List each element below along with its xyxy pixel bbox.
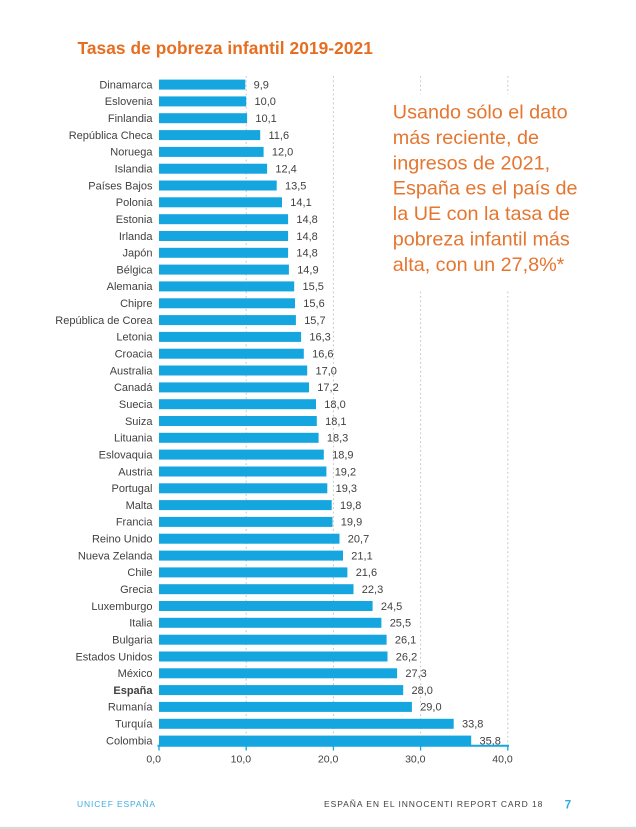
svg-text:Bulgaria: Bulgaria <box>112 635 153 647</box>
svg-text:7: 7 <box>565 800 571 812</box>
svg-text:14,9: 14,9 <box>297 264 318 276</box>
svg-text:10,0: 10,0 <box>231 754 252 766</box>
svg-text:Turquía: Turquía <box>115 719 153 731</box>
svg-text:Portugal: Portugal <box>112 483 153 495</box>
svg-text:Croacia: Croacia <box>115 349 154 361</box>
svg-text:República Checa: República Checa <box>69 130 154 142</box>
svg-text:la UE con la tasa de: la UE con la tasa de <box>393 203 570 225</box>
svg-text:México: México <box>118 668 153 680</box>
svg-text:Estados Unidos: Estados Unidos <box>75 651 153 663</box>
svg-text:13,5: 13,5 <box>285 180 306 192</box>
svg-text:35,8: 35,8 <box>480 735 501 747</box>
svg-text:Noruega: Noruega <box>110 147 153 159</box>
svg-text:Eslovaquia: Eslovaquia <box>99 449 154 461</box>
svg-text:25,5: 25,5 <box>390 618 411 630</box>
svg-text:15,7: 15,7 <box>304 315 325 327</box>
svg-text:Luxemburgo: Luxemburgo <box>91 601 152 613</box>
svg-text:20,0: 20,0 <box>318 754 339 766</box>
svg-text:Eslovenia: Eslovenia <box>105 96 154 108</box>
svg-text:14,8: 14,8 <box>296 214 317 226</box>
svg-text:14,8: 14,8 <box>296 248 317 260</box>
svg-text:ingresos de 2021,: ingresos de 2021, <box>393 152 550 174</box>
svg-text:España es el país de: España es el país de <box>393 178 578 200</box>
svg-text:Usando sólo el dato: Usando sólo el dato <box>393 102 568 124</box>
svg-text:40,0: 40,0 <box>492 754 513 766</box>
svg-text:15,5: 15,5 <box>303 281 324 293</box>
svg-text:18,0: 18,0 <box>324 399 345 411</box>
svg-text:Chipre: Chipre <box>120 298 152 310</box>
svg-text:21,6: 21,6 <box>356 567 377 579</box>
svg-text:24,5: 24,5 <box>381 601 402 613</box>
svg-text:Rumanía: Rumanía <box>108 702 154 714</box>
svg-text:14,1: 14,1 <box>290 197 311 209</box>
svg-text:España: España <box>113 685 153 697</box>
svg-text:19,3: 19,3 <box>336 483 357 495</box>
svg-text:Finlandia: Finlandia <box>108 113 154 125</box>
svg-text:27,3: 27,3 <box>405 668 426 680</box>
svg-text:16,6: 16,6 <box>312 349 333 361</box>
svg-text:Alemania: Alemania <box>107 281 154 293</box>
svg-text:26,1: 26,1 <box>395 635 416 647</box>
svg-text:Lituania: Lituania <box>114 433 153 445</box>
svg-text:33,8: 33,8 <box>462 719 483 731</box>
svg-text:18,9: 18,9 <box>332 449 353 461</box>
svg-text:alta, con un 27,8%*: alta, con un 27,8%* <box>393 254 565 276</box>
svg-text:19,2: 19,2 <box>335 466 356 478</box>
svg-text:10,1: 10,1 <box>255 113 276 125</box>
svg-text:UNICEF ESPAÑA: UNICEF ESPAÑA <box>77 799 156 809</box>
svg-text:28,0: 28,0 <box>412 685 433 697</box>
svg-text:17,0: 17,0 <box>316 365 337 377</box>
svg-text:Estonia: Estonia <box>116 214 154 226</box>
svg-text:26,2: 26,2 <box>396 651 417 663</box>
svg-text:Nueva Zelanda: Nueva Zelanda <box>78 550 153 562</box>
svg-text:Países Bajos: Países Bajos <box>88 180 153 192</box>
svg-text:Japón: Japón <box>123 248 153 260</box>
svg-text:30,0: 30,0 <box>405 754 426 766</box>
svg-text:17,2: 17,2 <box>317 382 338 394</box>
svg-text:14,8: 14,8 <box>296 231 317 243</box>
svg-text:18,3: 18,3 <box>327 433 348 445</box>
svg-text:19,8: 19,8 <box>340 500 361 512</box>
svg-text:Austria: Austria <box>118 466 153 478</box>
svg-text:Suiza: Suiza <box>125 416 153 428</box>
svg-text:15,6: 15,6 <box>303 298 324 310</box>
svg-text:11,6: 11,6 <box>269 130 290 142</box>
svg-text:22,3: 22,3 <box>362 584 383 596</box>
svg-text:Suecia: Suecia <box>119 399 154 411</box>
svg-text:Italia: Italia <box>129 618 153 630</box>
svg-text:Australia: Australia <box>110 365 154 377</box>
svg-text:República de Corea: República de Corea <box>55 315 153 327</box>
svg-text:19,9: 19,9 <box>341 517 362 529</box>
svg-text:20,7: 20,7 <box>348 534 369 546</box>
svg-text:18,1: 18,1 <box>325 416 346 428</box>
svg-text:0,0: 0,0 <box>146 754 161 766</box>
svg-text:29,0: 29,0 <box>420 702 441 714</box>
svg-text:Francia: Francia <box>116 517 154 529</box>
svg-text:Chile: Chile <box>127 567 152 579</box>
svg-text:ESPAÑA EN EL INNOCENTI REPORT: ESPAÑA EN EL INNOCENTI REPORT CARD 18 <box>324 799 543 809</box>
svg-text:Colombia: Colombia <box>106 735 153 747</box>
svg-text:Reino Unido: Reino Unido <box>92 534 153 546</box>
svg-text:Grecia: Grecia <box>120 584 153 596</box>
svg-text:12,4: 12,4 <box>275 164 296 176</box>
svg-text:Tasas de pobreza infantil 2019: Tasas de pobreza infantil 2019-2021 <box>78 38 374 58</box>
svg-text:Polonia: Polonia <box>116 197 154 209</box>
svg-text:21,1: 21,1 <box>351 550 372 562</box>
svg-text:10,0: 10,0 <box>255 96 276 108</box>
svg-text:12,0: 12,0 <box>272 147 293 159</box>
svg-text:Letonia: Letonia <box>116 332 153 344</box>
svg-text:Islandia: Islandia <box>115 164 154 176</box>
svg-text:Canadá: Canadá <box>114 382 153 394</box>
svg-text:pobreza infantil más: pobreza infantil más <box>393 229 570 251</box>
svg-text:Irlanda: Irlanda <box>119 231 154 243</box>
svg-text:Bélgica: Bélgica <box>116 264 153 276</box>
svg-text:Dinamarca: Dinamarca <box>99 79 153 91</box>
svg-text:9,9: 9,9 <box>254 79 269 91</box>
svg-text:más reciente, de: más reciente, de <box>393 127 539 149</box>
svg-text:Malta: Malta <box>126 500 154 512</box>
svg-text:16,3: 16,3 <box>309 332 330 344</box>
